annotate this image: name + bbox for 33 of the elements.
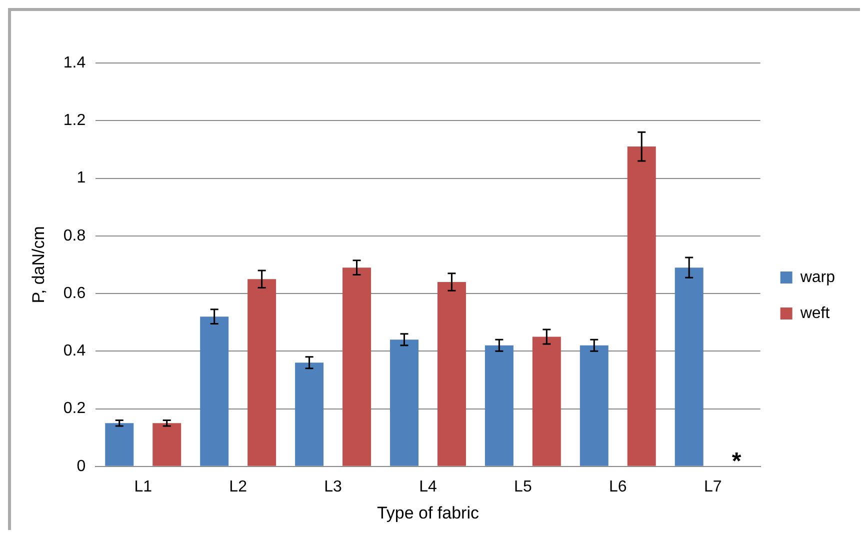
legend-label: weft [799,304,830,322]
y-tick-label: 1.2 [63,112,86,130]
x-tick-label: L1 [134,478,152,496]
bar [295,362,324,466]
x-tick-label: L6 [608,478,627,496]
bar [152,423,182,466]
x-axis-title: Type of fabric [376,503,480,522]
x-tick-label: L7 [704,478,722,496]
y-tick-label: 0.6 [63,284,86,302]
y-tick-label: 1 [76,170,86,187]
bar [484,345,514,466]
y-tick-label: 1.4 [63,54,86,72]
bar [248,279,276,466]
legend-label: warp [799,268,836,286]
bar [532,336,561,466]
bar [342,268,372,466]
bar [674,268,704,466]
bar [390,340,418,466]
bar [580,345,608,466]
bar [105,423,134,466]
bar [200,316,229,466]
y-tick-label: 0.4 [63,342,86,360]
x-tick-label: L3 [324,478,342,496]
bar [437,282,466,466]
x-tick-label: L2 [229,478,248,496]
annotation: * [732,448,742,476]
y-axis-title: P, daN/cm [28,226,48,304]
bar [627,146,656,466]
y-tick-label: 0.8 [63,227,86,244]
y-tick-label: 0.2 [63,400,86,418]
x-tick-label: L4 [419,478,437,496]
y-tick-label: 0 [76,458,86,475]
x-tick-label: L5 [514,478,532,496]
